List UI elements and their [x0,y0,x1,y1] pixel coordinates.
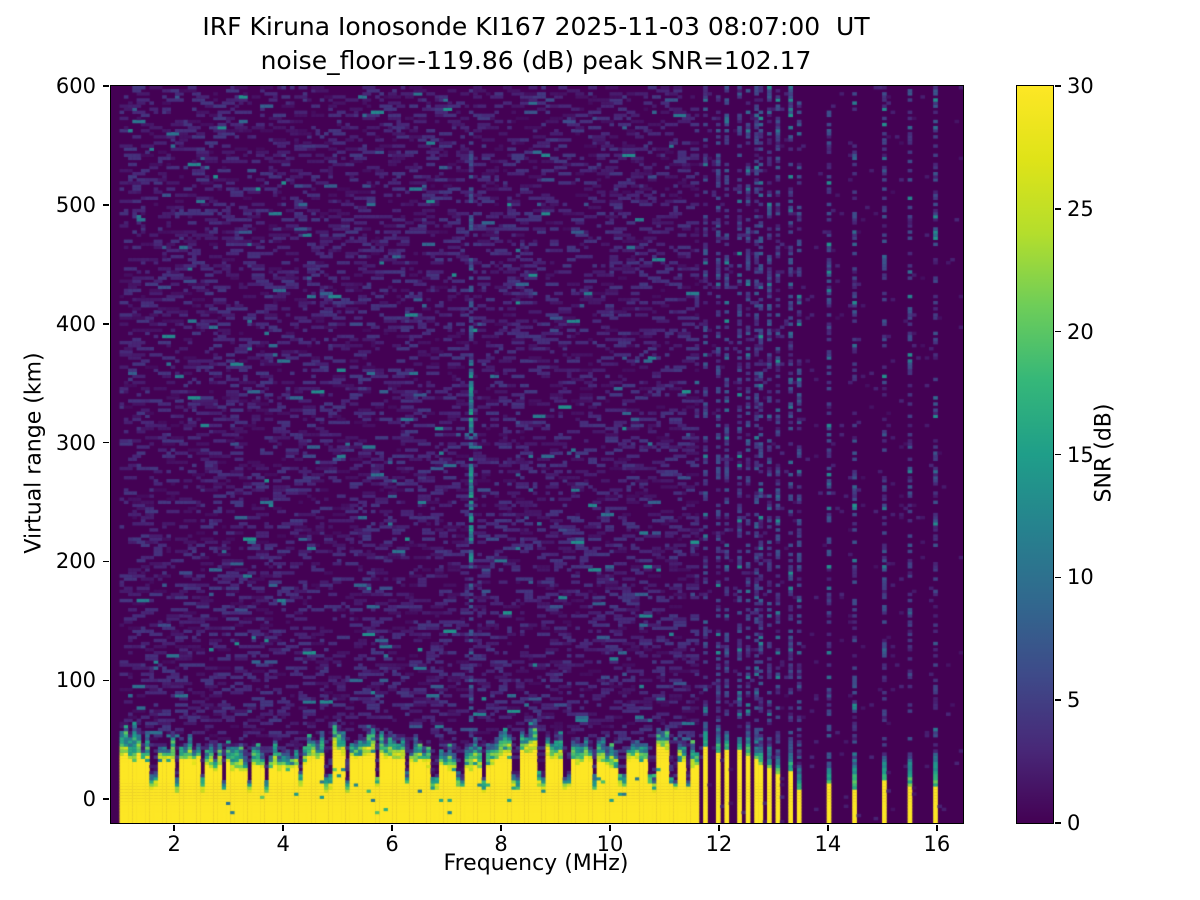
y-axis-label: Virtual range (km) [21,352,47,554]
y-tick-mark [103,204,110,206]
colorbar-tick-label: 20 [1067,319,1094,344]
y-tick-label: 0 [82,787,96,812]
ionogram-heatmap-canvas [111,86,963,823]
x-tick-mark [173,824,175,831]
x-tick-label: 6 [385,832,399,856]
colorbar-tick-mark [1054,208,1061,210]
x-tick-label: 10 [596,832,624,856]
colorbar-tick-label: 15 [1067,442,1094,467]
colorbar-tick-label: 30 [1067,74,1094,98]
y-tick-label: 500 [55,192,96,217]
x-tick-label: 2 [167,832,181,856]
chart-subtitle: noise_floor=-119.86 (dB) peak SNR=102.17 [260,46,812,75]
x-tick-mark [282,824,284,831]
y-tick-label: 200 [55,549,96,574]
colorbar-gradient [1017,86,1053,823]
colorbar-tick-label: 10 [1067,565,1094,590]
colorbar-tick-label: 5 [1067,688,1081,713]
colorbar-tick-label: 0 [1067,811,1081,835]
x-tick-label: 16 [923,832,951,856]
colorbar-tick-mark [1054,85,1061,87]
y-tick-mark [103,322,110,325]
y-tick-label: 100 [55,668,96,693]
x-tick-label: 14 [814,832,842,856]
x-tick-mark [718,824,720,831]
colorbar-tick-label: 25 [1067,196,1094,221]
chart-title: IRF Kiruna Ionosonde KI167 2025-11-03 08… [202,12,870,41]
x-tick-mark [936,824,938,831]
colorbar-tick-mark [1054,453,1061,456]
y-tick-label: 400 [55,311,96,336]
y-tick-mark [103,85,110,87]
x-axis-label: Frequency (MHz) [443,851,629,876]
x-tick-mark [500,824,502,831]
y-tick-label: 600 [55,74,96,98]
x-tick-mark [391,824,393,831]
x-tick-label: 8 [494,832,508,856]
colorbar-tick-mark [1054,330,1061,333]
plot-area: 2 4 6 8 10 12 14 16 0 100 200 300 400 500 600 [56,76,964,855]
x-tick-label: 12 [705,832,733,856]
y-tick-mark [103,679,110,682]
colorbar-tick-mark [1054,699,1061,701]
x-tick-mark [827,824,829,831]
y-tick-mark [103,441,110,444]
colorbar-tick-mark [1054,576,1061,579]
x-tick-label: 4 [276,832,290,856]
y-tick-mark [103,798,110,801]
y-tick-label: 300 [55,430,96,455]
y-tick-mark [103,560,110,563]
colorbar-tick-mark [1054,822,1061,824]
colorbar-label: SNR (dB) [1091,403,1117,503]
colorbar: 0 5 10 15 20 25 30 [1016,76,1094,834]
x-tick-mark [609,824,611,831]
